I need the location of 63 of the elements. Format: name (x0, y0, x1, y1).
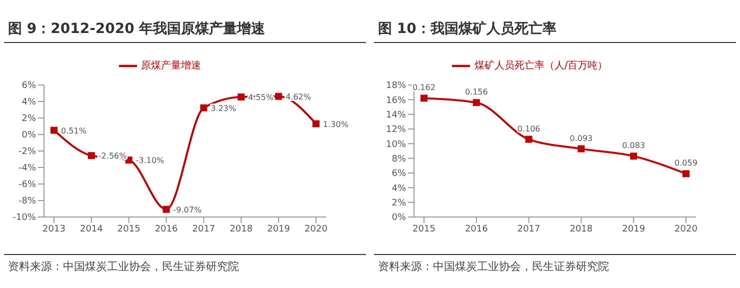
x-tick-label: 2020 (304, 224, 328, 234)
y-tick-label: 10% (386, 140, 406, 150)
y-tick-label: -4% (18, 164, 36, 174)
point (162, 206, 170, 213)
point (238, 93, 245, 100)
x-tick-label: 2013 (42, 224, 66, 234)
y-tick-label: -10% (12, 213, 36, 224)
y-tick-label: 4% (392, 184, 406, 194)
x-tick-label: 2014 (80, 224, 104, 234)
x-tick-label: 2019 (267, 224, 290, 234)
x-tick-label: 2016 (464, 224, 488, 234)
data-label: 0.093 (570, 134, 593, 143)
point (578, 145, 585, 152)
point (312, 120, 320, 128)
data-label: 0.51% (61, 126, 87, 136)
data-label: 0.156 (464, 88, 488, 97)
legend-label: 煤矿人员死亡率（人/百万吨） (474, 60, 608, 72)
chart-title: 图 10：我国煤矿人员死亡率 (374, 0, 736, 43)
y-tick-label: 4% (22, 98, 36, 108)
y-tick-label: 6% (22, 81, 36, 92)
point (88, 152, 95, 160)
data-label: -3.10% (136, 156, 165, 166)
x-tick-label: 2018 (230, 224, 253, 234)
text: 资料来源：中国煤炭工业协会，民生证券研究院 (8, 259, 240, 274)
x-tick-label: 2018 (570, 224, 593, 234)
y-tick-label: 0% (22, 130, 36, 141)
data-label: 0.106 (517, 124, 540, 134)
data-label: 0.059 (674, 158, 698, 168)
y-tick-label: -8% (18, 196, 36, 207)
point (420, 94, 428, 102)
point (200, 104, 208, 112)
y-tick-label: 12% (386, 125, 406, 136)
y-tick-label: 6% (392, 169, 406, 180)
point (472, 99, 480, 106)
point (630, 152, 638, 160)
y-tick-label: 18% (386, 81, 406, 92)
data-label: 4.62% (286, 92, 312, 102)
legend-label: 原煤产量增速 (141, 60, 201, 72)
data-label: 3.23% (210, 104, 237, 113)
y-tick-label: 0% (392, 213, 406, 224)
x-tick-label: 2015 (412, 224, 436, 234)
data-label: 0.083 (622, 141, 646, 150)
y-tick-label: 2% (22, 114, 36, 124)
y-tick-label: 8% (392, 154, 406, 165)
data-label: -9.07% (173, 205, 202, 214)
x-tick-label: 2016 (154, 224, 178, 234)
y-tick-label: 2% (392, 198, 406, 209)
chart-title: 图 9：2012-2020 年我国原煤产量增速 (4, 0, 366, 43)
data-label: 1.30% (323, 120, 349, 129)
y-tick-label: 14% (386, 110, 406, 121)
point (50, 126, 58, 134)
text: 资料来源：中国煤炭工业协会，民生证券研究院 (378, 259, 610, 274)
y-tick-label: -6% (18, 180, 36, 190)
y-tick-label: -2% (18, 147, 36, 158)
x-tick-label: 2020 (674, 224, 698, 234)
x-tick-label: 2017 (192, 224, 216, 234)
x-tick-label: 2017 (517, 224, 540, 234)
x-tick-label: 2015 (117, 224, 140, 234)
point (275, 92, 282, 100)
x-tick-label: 2019 (622, 224, 646, 234)
point (525, 136, 532, 143)
y-tick-label: 16% (386, 96, 406, 106)
point (682, 170, 690, 178)
